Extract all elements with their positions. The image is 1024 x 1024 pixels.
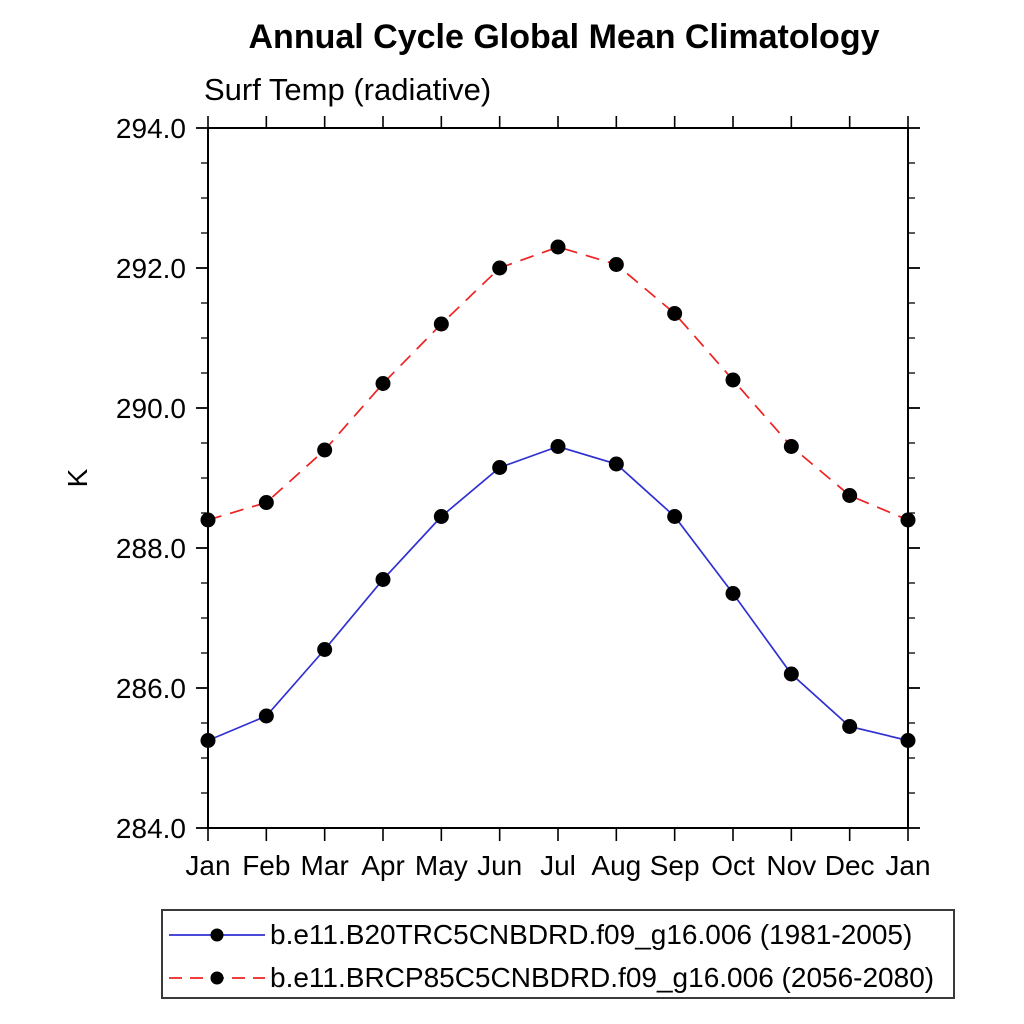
data-point bbox=[608, 257, 624, 272]
data-point bbox=[375, 572, 391, 587]
x-tick-label: Nov bbox=[766, 850, 816, 881]
data-point bbox=[258, 495, 274, 510]
y-tick-label: 294.0 bbox=[116, 113, 186, 144]
data-point bbox=[842, 719, 858, 734]
legend-item-historical: b.e11.B20TRC5CNBDRD.f09_g16.006 (1981-20… bbox=[167, 918, 912, 952]
x-tick-label: Feb bbox=[242, 850, 290, 881]
data-point bbox=[433, 316, 449, 332]
x-tick-label: Dec bbox=[825, 850, 875, 881]
data-point bbox=[608, 456, 624, 472]
legend-label: b.e11.B20TRC5CNBDRD.f09_g16.006 (1981-20… bbox=[270, 919, 913, 950]
data-point bbox=[725, 586, 741, 601]
x-tick-label: Jan bbox=[185, 850, 230, 881]
data-point bbox=[550, 239, 566, 255]
y-tick-label: 292.0 bbox=[116, 253, 186, 284]
data-point bbox=[200, 512, 216, 528]
data-point bbox=[550, 439, 566, 454]
x-tick-label: Aug bbox=[591, 850, 641, 881]
plot-frame bbox=[207, 127, 909, 829]
legend-label: b.e11.BRCP85C5CNBDRD.f09_g16.006 (2056-2… bbox=[270, 962, 935, 993]
data-point bbox=[375, 376, 391, 391]
data-point bbox=[667, 306, 683, 321]
data-point bbox=[492, 260, 508, 276]
x-tick-label: May bbox=[415, 850, 468, 881]
x-tick-label: Jul bbox=[540, 850, 576, 881]
data-point bbox=[200, 733, 216, 748]
series-line-0 bbox=[207, 445, 909, 742]
x-tick-label: Jan bbox=[885, 850, 930, 881]
data-point bbox=[667, 509, 683, 524]
x-tick-label: Oct bbox=[711, 850, 755, 881]
y-tick-label: 290.0 bbox=[116, 393, 186, 424]
data-point bbox=[900, 512, 916, 528]
legend-item-rcp85: b.e11.BRCP85C5CNBDRD.f09_g16.006 (2056-2… bbox=[167, 961, 934, 995]
data-point bbox=[492, 460, 508, 475]
data-point bbox=[317, 642, 333, 657]
y-tick-label: 286.0 bbox=[116, 673, 186, 704]
data-point bbox=[433, 509, 449, 524]
x-tick-label: Apr bbox=[361, 850, 405, 881]
legend-line-solid-icon bbox=[169, 928, 265, 942]
data-point bbox=[842, 488, 858, 503]
x-tick-label: Jun bbox=[477, 850, 522, 881]
data-point bbox=[783, 666, 799, 682]
x-tick-label: Sep bbox=[650, 850, 700, 881]
y-tick-label: 288.0 bbox=[116, 533, 186, 564]
data-point bbox=[258, 708, 274, 724]
plot-subtitle: Surf Temp (radiative) bbox=[204, 72, 492, 107]
data-point bbox=[317, 442, 333, 458]
series-line-1 bbox=[207, 246, 909, 521]
data-point bbox=[783, 439, 799, 454]
legend-line-dashed-icon bbox=[169, 971, 265, 985]
legend: b.e11.B20TRC5CNBDRD.f09_g16.006 (1981-20… bbox=[161, 909, 955, 999]
x-tick-label: Mar bbox=[301, 850, 349, 881]
y-tick-label: 284.0 bbox=[116, 813, 186, 844]
data-point bbox=[900, 733, 916, 748]
data-point bbox=[725, 372, 741, 388]
y-axis-label: K bbox=[62, 468, 93, 487]
page-title: Annual Cycle Global Mean Climatology bbox=[248, 18, 880, 56]
